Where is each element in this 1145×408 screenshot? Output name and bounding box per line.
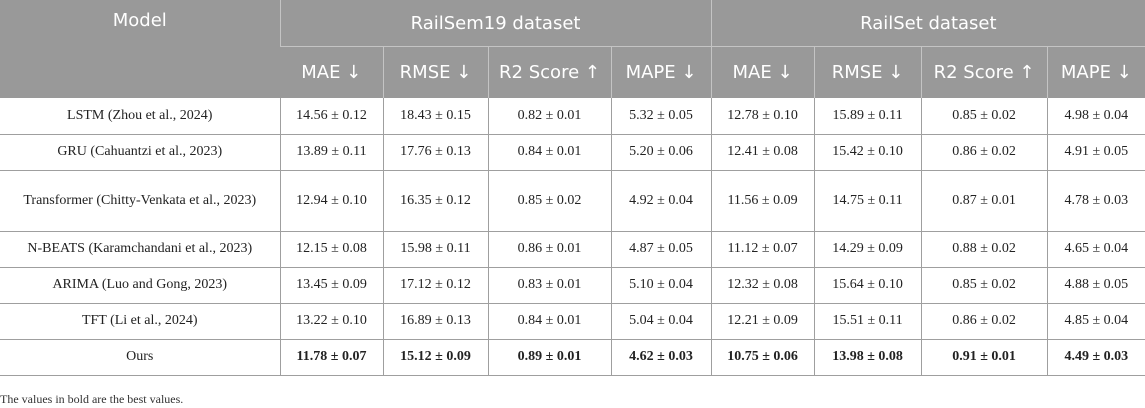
model-name-cell: Transformer (Chitty-Venkata et al., 2023… (0, 170, 280, 232)
metric-header: RMSE ↓ (813, 46, 922, 98)
value-cell: 0.88 ± 0.02 (920, 231, 1048, 268)
value-cell: 13.45 ± 0.09 (279, 267, 383, 304)
value-cell: 12.21 ± 0.09 (710, 303, 815, 340)
value-cell: 16.89 ± 0.13 (382, 303, 488, 340)
metric-header: R2 Score ↑ (487, 46, 611, 98)
value-cell: 12.94 ± 0.10 (279, 170, 383, 232)
table-row: GRU (Cahuantzi et al., 2023) 13.89 ± 0.1… (0, 134, 1145, 171)
model-name-cell: TFT (Li et al., 2024) (0, 303, 280, 340)
model-name-cell: GRU (Cahuantzi et al., 2023) (0, 134, 280, 171)
dataset-header-railset: RailSet dataset (710, 0, 1145, 47)
best-value-cell: 10.75 ± 0.06 (710, 339, 815, 376)
value-cell: 0.84 ± 0.01 (487, 303, 611, 340)
metric-header: RMSE ↓ (382, 46, 488, 98)
value-cell: 12.32 ± 0.08 (710, 267, 815, 304)
best-value-cell: 0.89 ± 0.01 (487, 339, 611, 376)
table-footnote: The values in bold are the best values. (0, 392, 184, 406)
model-name-cell: Ours (0, 339, 280, 376)
model-name-cell: N-BEATS (Karamchandani et al., 2023) (0, 231, 280, 268)
value-cell: 4.98 ± 0.04 (1046, 98, 1145, 135)
value-cell: 15.51 ± 0.11 (813, 303, 922, 340)
value-cell: 0.84 ± 0.01 (487, 134, 611, 171)
value-cell: 0.83 ± 0.01 (487, 267, 611, 304)
value-cell: 17.76 ± 0.13 (382, 134, 488, 171)
table-row: TFT (Li et al., 2024) 13.22 ± 0.10 16.89… (0, 303, 1145, 340)
best-value-cell: 4.49 ± 0.03 (1046, 339, 1145, 376)
value-cell: 4.78 ± 0.03 (1046, 170, 1145, 232)
value-cell: 17.12 ± 0.12 (382, 267, 488, 304)
value-cell: 0.85 ± 0.02 (920, 267, 1048, 304)
best-value-cell: 4.62 ± 0.03 (610, 339, 712, 376)
value-cell: 4.65 ± 0.04 (1046, 231, 1145, 268)
value-cell: 4.85 ± 0.04 (1046, 303, 1145, 340)
metric-header: R2 Score ↑ (920, 46, 1048, 98)
table-row: LSTM (Zhou et al., 2024) 14.56 ± 0.12 18… (0, 98, 1145, 135)
metric-header: MAE ↓ (280, 46, 383, 98)
value-cell: 5.20 ± 0.06 (610, 134, 712, 171)
dataset-header-railsem19: RailSem19 dataset (279, 0, 712, 47)
best-value-cell: 13.98 ± 0.08 (813, 339, 922, 376)
model-column-header: Model (0, 0, 280, 98)
value-cell: 15.89 ± 0.11 (813, 98, 922, 135)
metric-header: MAPE ↓ (610, 46, 712, 98)
value-cell: 18.43 ± 0.15 (382, 98, 488, 135)
value-cell: 16.35 ± 0.12 (382, 170, 488, 232)
value-cell: 0.85 ± 0.02 (920, 98, 1048, 135)
value-cell: 4.87 ± 0.05 (610, 231, 712, 268)
table-header: Model RailSem19 dataset RailSet dataset … (0, 0, 1145, 98)
best-value-cell: 11.78 ± 0.07 (279, 339, 383, 376)
table-row-ours: Ours 11.78 ± 0.07 15.12 ± 0.09 0.89 ± 0.… (0, 339, 1145, 376)
model-name-cell: ARIMA (Luo and Gong, 2023) (0, 267, 280, 304)
value-cell: 14.56 ± 0.12 (279, 98, 383, 135)
results-table: Model RailSem19 dataset RailSet dataset … (0, 0, 1145, 376)
value-cell: 0.86 ± 0.02 (920, 134, 1048, 171)
value-cell: 0.86 ± 0.01 (487, 231, 611, 268)
value-cell: 12.78 ± 0.10 (710, 98, 815, 135)
value-cell: 15.98 ± 0.11 (382, 231, 488, 268)
metric-header: MAE ↓ (710, 46, 815, 98)
value-cell: 15.64 ± 0.10 (813, 267, 922, 304)
value-cell: 0.86 ± 0.02 (920, 303, 1048, 340)
value-cell: 0.87 ± 0.01 (920, 170, 1048, 232)
value-cell: 4.88 ± 0.05 (1046, 267, 1145, 304)
value-cell: 13.89 ± 0.11 (279, 134, 383, 171)
value-cell: 13.22 ± 0.10 (279, 303, 383, 340)
model-name-cell: LSTM (Zhou et al., 2024) (0, 98, 280, 135)
value-cell: 4.91 ± 0.05 (1046, 134, 1145, 171)
best-value-cell: 0.91 ± 0.01 (920, 339, 1048, 376)
value-cell: 0.85 ± 0.02 (487, 170, 611, 232)
value-cell: 5.32 ± 0.05 (610, 98, 712, 135)
value-cell: 5.04 ± 0.04 (610, 303, 712, 340)
value-cell: 4.92 ± 0.04 (610, 170, 712, 232)
table-row: Transformer (Chitty-Venkata et al., 2023… (0, 170, 1145, 232)
table-row: N-BEATS (Karamchandani et al., 2023) 12.… (0, 231, 1145, 268)
value-cell: 11.56 ± 0.09 (710, 170, 815, 232)
value-cell: 14.75 ± 0.11 (813, 170, 922, 232)
value-cell: 12.41 ± 0.08 (710, 134, 815, 171)
table-row: ARIMA (Luo and Gong, 2023) 13.45 ± 0.09 … (0, 267, 1145, 304)
value-cell: 12.15 ± 0.08 (279, 231, 383, 268)
value-cell: 15.42 ± 0.10 (813, 134, 922, 171)
value-cell: 11.12 ± 0.07 (710, 231, 815, 268)
value-cell: 14.29 ± 0.09 (813, 231, 922, 268)
table-body: LSTM (Zhou et al., 2024) 14.56 ± 0.12 18… (0, 98, 1145, 376)
best-value-cell: 15.12 ± 0.09 (382, 339, 488, 376)
value-cell: 5.10 ± 0.04 (610, 267, 712, 304)
value-cell: 0.82 ± 0.01 (487, 98, 611, 135)
metric-header: MAPE ↓ (1046, 46, 1145, 98)
